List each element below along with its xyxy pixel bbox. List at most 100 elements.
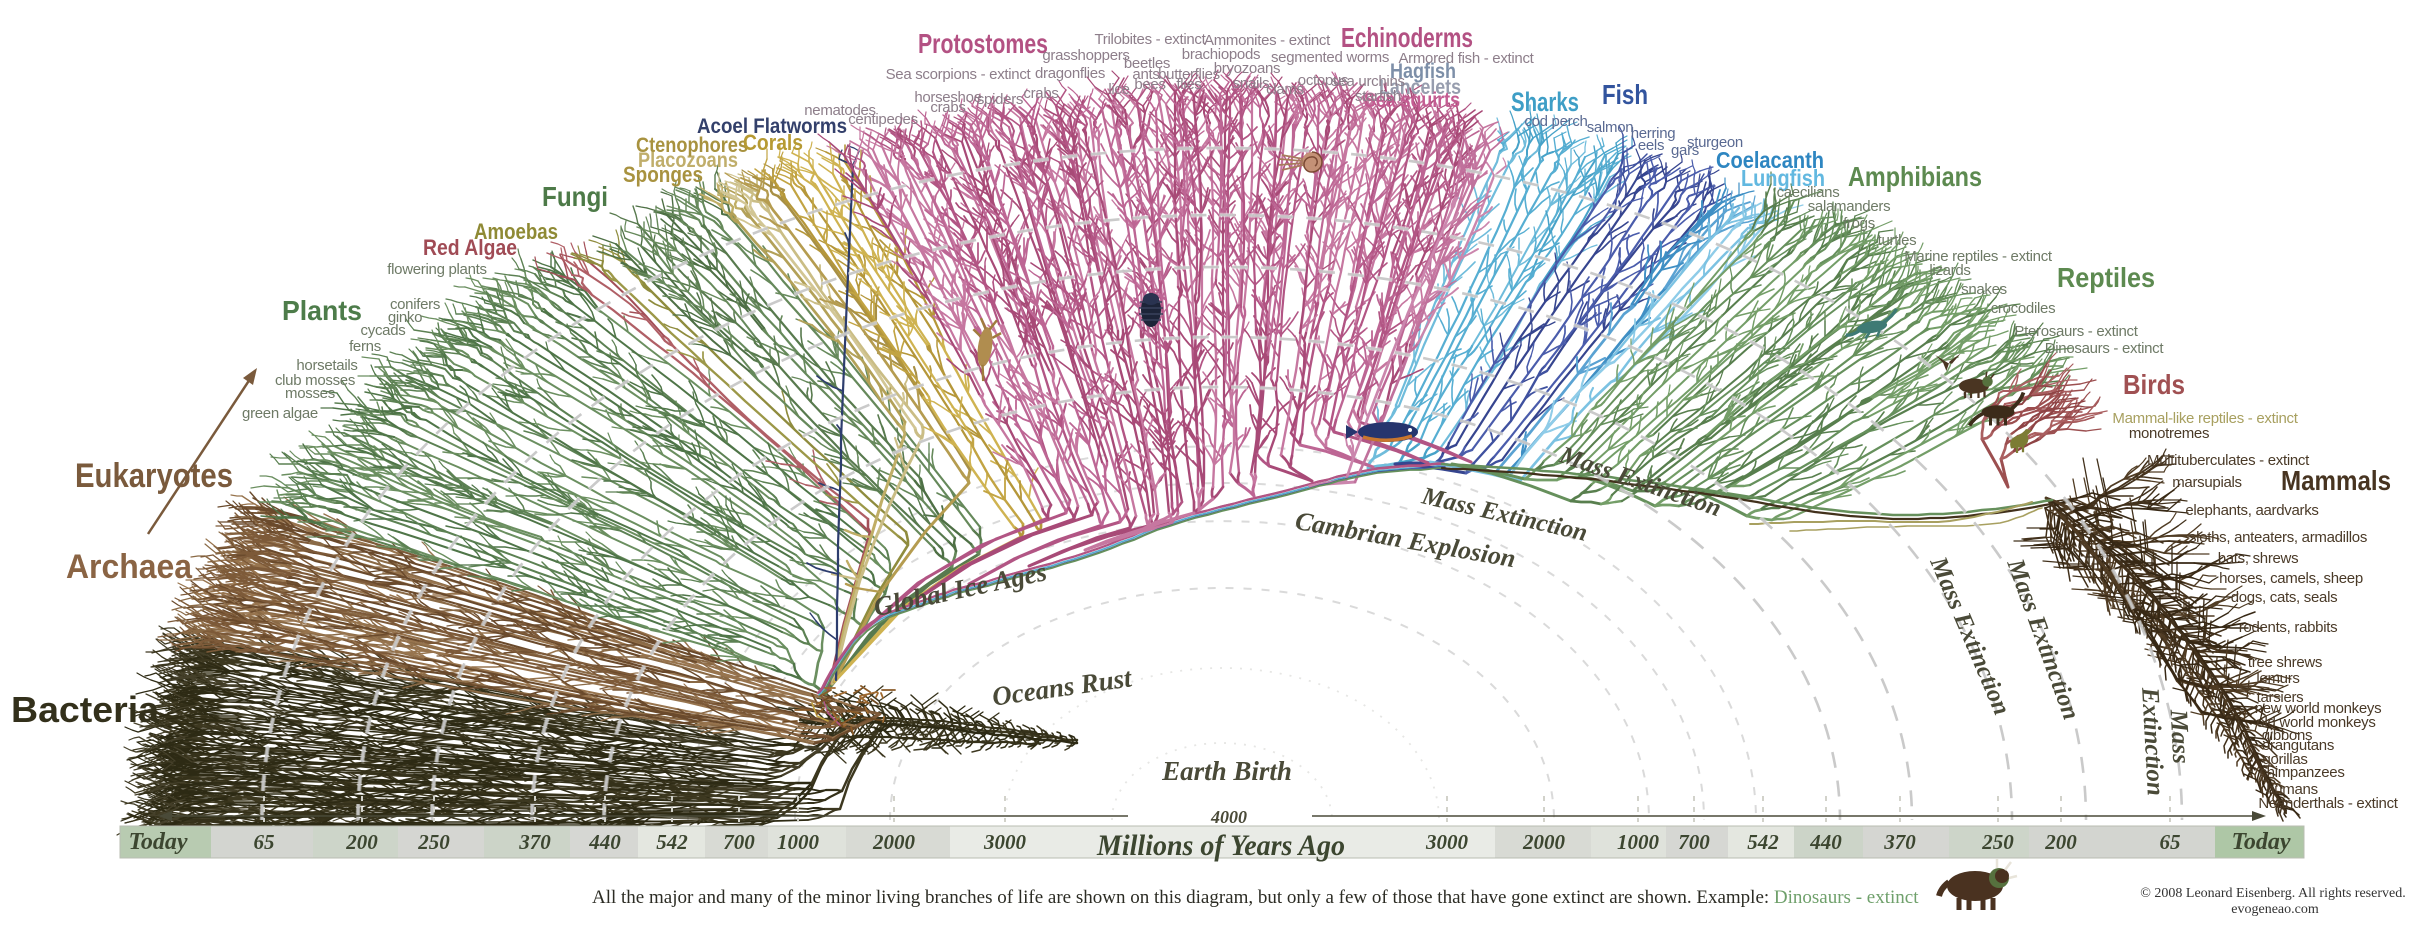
svg-text:gorillas: gorillas <box>2262 751 2307 768</box>
svg-text:nematodes: nematodes <box>804 102 876 119</box>
svg-text:brachiopods: brachiopods <box>1182 46 1260 63</box>
svg-text:200: 200 <box>2044 830 2077 854</box>
svg-text:frogs: frogs <box>1843 215 1875 232</box>
svg-text:© 2008 Leonard Eisenberg. All: © 2008 Leonard Eisenberg. All rights res… <box>2140 886 2405 901</box>
svg-text:Pterosaurs - extinct: Pterosaurs - extinct <box>2014 323 2138 340</box>
svg-text:2000: 2000 <box>1522 830 1566 854</box>
svg-text:Mass: Mass <box>2165 708 2195 765</box>
svg-text:250: 250 <box>1981 830 2014 854</box>
svg-text:Dinosaurs - extinct: Dinosaurs - extinct <box>2045 340 2165 357</box>
svg-text:Sponges: Sponges <box>623 162 703 187</box>
svg-text:700: 700 <box>1678 830 1710 854</box>
svg-text:65: 65 <box>2160 830 2181 854</box>
svg-text:Sea squirts: Sea squirts <box>1364 89 1460 112</box>
svg-text:turtles: turtles <box>1878 232 1917 249</box>
svg-text:Earth Birth: Earth Birth <box>1161 756 1292 786</box>
svg-text:All the major and many of the: All the major and many of the minor livi… <box>592 887 1919 908</box>
svg-text:green algae: green algae <box>242 405 318 422</box>
svg-text:Lancelets: Lancelets <box>1379 76 1461 99</box>
svg-text:bryozoans: bryozoans <box>1214 60 1281 77</box>
svg-text:chimpanzees: chimpanzees <box>2259 764 2344 781</box>
svg-text:4000: 4000 <box>1210 807 1247 827</box>
svg-text:lice: lice <box>1108 81 1129 98</box>
svg-text:starfish: starfish <box>1355 88 1401 105</box>
svg-text:tree shrews: tree shrews <box>2248 654 2322 671</box>
svg-text:caecilians: caecilians <box>1777 184 1840 201</box>
svg-text:Bacteria: Bacteria <box>11 689 160 730</box>
svg-text:salmon: salmon <box>1587 119 1634 136</box>
svg-text:grasshoppers: grasshoppers <box>1042 47 1129 64</box>
svg-text:dogs, cats, seals: dogs, cats, seals <box>2231 589 2338 606</box>
svg-text:crabs: crabs <box>1023 85 1058 102</box>
svg-text:club mosses: club mosses <box>275 372 355 389</box>
svg-text:Marine reptiles - extinct: Marine reptiles - extinct <box>1904 248 2053 265</box>
svg-text:Coelacanth: Coelacanth <box>1716 147 1824 173</box>
svg-text:flowering plants: flowering plants <box>387 261 486 278</box>
svg-text:old world monkeys: old world monkeys <box>2256 714 2375 731</box>
svg-text:1000: 1000 <box>1617 830 1660 854</box>
svg-text:Lungfish: Lungfish <box>1741 165 1825 191</box>
svg-text:humans: humans <box>2266 781 2318 798</box>
svg-text:lizards: lizards <box>1929 262 1970 279</box>
svg-text:horseshoe: horseshoe <box>914 89 981 106</box>
svg-text:ferns: ferns <box>349 338 381 355</box>
svg-text:flies: flies <box>1176 76 1201 93</box>
svg-text:marsupials: marsupials <box>2172 474 2242 491</box>
svg-text:Plants: Plants <box>282 295 362 326</box>
svg-text:butterflies: butterflies <box>1158 66 1220 83</box>
svg-text:Echinoderms: Echinoderms <box>1341 22 1473 53</box>
svg-text:Fungi: Fungi <box>542 181 608 212</box>
svg-text:clams: clams <box>1266 81 1304 98</box>
svg-text:sloths, anteaters, armadillos: sloths, anteaters, armadillos <box>2189 529 2367 546</box>
svg-text:crocodiles: crocodiles <box>1991 300 2056 317</box>
svg-text:250: 250 <box>417 830 450 854</box>
svg-text:crabs: crabs <box>930 99 965 116</box>
svg-text:sturgeon: sturgeon <box>1687 134 1743 151</box>
svg-text:Armored fish - extinct: Armored fish - extinct <box>1398 50 1534 67</box>
svg-text:snails: snails <box>1233 75 1270 92</box>
svg-text:440: 440 <box>1809 830 1842 854</box>
svg-text:65: 65 <box>254 830 275 854</box>
svg-text:370: 370 <box>1883 830 1916 854</box>
svg-text:Birds: Birds <box>2123 369 2185 400</box>
svg-text:Acoel Flatworms: Acoel Flatworms <box>697 115 847 138</box>
svg-text:542: 542 <box>656 830 688 854</box>
svg-text:Red Algae: Red Algae <box>423 235 517 260</box>
svg-text:Amoebas: Amoebas <box>474 219 558 244</box>
svg-text:tarsiers: tarsiers <box>2257 689 2304 706</box>
svg-text:542: 542 <box>1747 830 1779 854</box>
svg-text:Fish: Fish <box>1602 79 1648 110</box>
svg-text:Hagfish: Hagfish <box>1390 60 1456 83</box>
svg-text:Placozoans: Placozoans <box>638 149 738 172</box>
svg-text:dragonflies: dragonflies <box>1035 65 1105 82</box>
svg-text:horsetails: horsetails <box>296 357 357 374</box>
svg-text:gars: gars <box>1671 142 1699 159</box>
svg-text:beetles: beetles <box>1124 55 1170 72</box>
svg-text:Today: Today <box>128 829 187 855</box>
svg-text:200: 200 <box>345 830 378 854</box>
svg-text:segmented worms: segmented worms <box>1271 49 1389 66</box>
svg-text:3000: 3000 <box>983 830 1027 854</box>
svg-text:orangutans: orangutans <box>2262 737 2334 754</box>
svg-text:Ctenophores: Ctenophores <box>636 134 748 157</box>
svg-text:Protostomes: Protostomes <box>918 28 1048 59</box>
svg-text:Trilobites - extinct: Trilobites - extinct <box>1095 31 1207 48</box>
svg-text:gibbons: gibbons <box>2262 727 2312 744</box>
svg-text:Extinction: Extinction <box>2136 686 2169 797</box>
svg-text:lemurs: lemurs <box>2256 670 2299 687</box>
svg-text:elephants, aardvarks: elephants, aardvarks <box>2185 502 2318 519</box>
svg-text:Mammals: Mammals <box>2281 465 2391 496</box>
svg-text:bees: bees <box>1134 76 1165 93</box>
svg-text:Amphibians: Amphibians <box>1848 161 1982 192</box>
svg-text:Mammal-like reptiles - extinct: Mammal-like reptiles - extinct <box>2112 410 2298 427</box>
svg-text:Ammonites - extinct: Ammonites - extinct <box>1204 32 1331 49</box>
svg-text:Today: Today <box>2231 829 2290 855</box>
svg-text:Corals: Corals <box>743 130 803 155</box>
svg-text:horses, camels, sheep: horses, camels, sheep <box>2219 570 2363 587</box>
svg-text:Eukaryotes: Eukaryotes <box>75 457 233 495</box>
svg-text:Archaea: Archaea <box>66 548 193 586</box>
svg-text:bats, shrews: bats, shrews <box>2218 550 2299 567</box>
svg-text:salamanders: salamanders <box>1808 198 1891 215</box>
svg-text:sea urchins: sea urchins <box>1331 73 1404 90</box>
svg-text:cod perch: cod perch <box>1524 113 1587 130</box>
